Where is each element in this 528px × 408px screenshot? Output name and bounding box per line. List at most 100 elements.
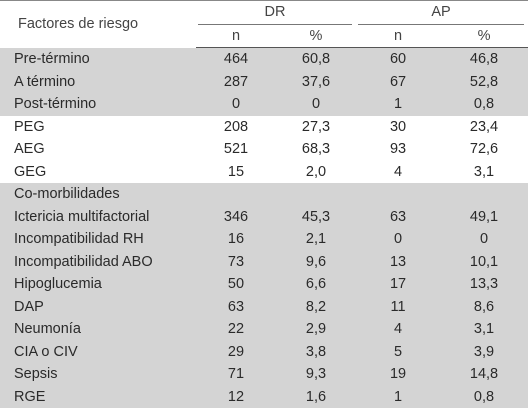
cell-value: 45,3 bbox=[301, 208, 331, 225]
cell-value bbox=[276, 183, 356, 206]
subcolumn-label: n bbox=[196, 25, 276, 48]
table-row: CIA o CIV 29 3,8 5 3,9 bbox=[0, 340, 528, 363]
cell-value: 521 bbox=[223, 141, 249, 158]
cell-value: 1,6 bbox=[305, 388, 327, 405]
cell-value bbox=[356, 183, 440, 206]
row-label: A término bbox=[14, 73, 76, 90]
row-label: RGE bbox=[14, 388, 46, 405]
cell-value: 0 bbox=[311, 96, 321, 113]
table-row: Hipoglucemia 50 6,6 17 13,3 bbox=[0, 273, 528, 296]
row-label: PEG bbox=[14, 118, 45, 135]
cell-value: 16 bbox=[227, 231, 245, 248]
table-row: DAP 63 8,2 11 8,6 bbox=[0, 295, 528, 318]
cell-value bbox=[196, 183, 276, 206]
cell-value: 73 bbox=[227, 253, 245, 270]
table-row: Sepsis 71 9,3 19 14,8 bbox=[0, 363, 528, 386]
table-row: RGE 12 1,6 1 0,8 bbox=[0, 385, 528, 408]
cell-value: 2,9 bbox=[305, 321, 327, 338]
cell-value: 67 bbox=[389, 73, 407, 90]
table-row: Incompatibilidad RH 16 2,1 0 0 bbox=[0, 228, 528, 251]
row-label: Incompatibilidad RH bbox=[14, 231, 144, 248]
cell-value: 12 bbox=[227, 388, 245, 405]
group-header: DR bbox=[196, 0, 357, 25]
cell-value: 2,0 bbox=[305, 163, 327, 180]
cell-value: 8,6 bbox=[473, 298, 495, 315]
table-row: Post-término 0 0 1 0,8 bbox=[0, 93, 528, 116]
cell-value: 63 bbox=[389, 208, 407, 225]
cell-value: 46,8 bbox=[469, 51, 499, 68]
row-label: Co-morbilidades bbox=[14, 186, 120, 203]
cell-value: 346 bbox=[223, 208, 249, 225]
cell-value: 93 bbox=[389, 141, 407, 158]
cell-value: 4 bbox=[393, 321, 403, 338]
row-label: Post-término bbox=[14, 96, 97, 113]
cell-value: 1 bbox=[393, 96, 403, 113]
table-header: Factores de riesgo DR AP n % n % bbox=[0, 0, 528, 48]
table-row: Pre-término 464 60,8 60 46,8 bbox=[0, 47, 528, 71]
subcolumn-label: n bbox=[356, 25, 441, 48]
row-label: AEG bbox=[14, 141, 45, 158]
table-row: Co-morbilidades bbox=[0, 183, 528, 206]
table-row: A término 287 37,6 67 52,8 bbox=[0, 70, 528, 93]
cell-value: 0 bbox=[393, 231, 403, 248]
cell-value: 17 bbox=[389, 276, 407, 293]
row-label: GEG bbox=[14, 163, 47, 180]
cell-value: 63 bbox=[227, 298, 245, 315]
subcolumn-label: % bbox=[440, 25, 528, 48]
cell-value: 208 bbox=[223, 118, 249, 135]
row-label: Incompatibilidad ABO bbox=[14, 253, 153, 270]
cell-value: 60 bbox=[389, 51, 407, 68]
cell-value: 71 bbox=[227, 366, 245, 383]
row-label: Pre-término bbox=[14, 51, 90, 67]
cell-value: 72,6 bbox=[469, 141, 499, 158]
group-label: DR bbox=[198, 1, 353, 25]
table-row: Incompatibilidad ABO 73 9,6 13 10,1 bbox=[0, 250, 528, 273]
group-header: AP bbox=[356, 0, 528, 25]
table-row: GEG 15 2,0 4 3,1 bbox=[0, 161, 528, 184]
cell-value: 52,8 bbox=[469, 73, 499, 90]
cell-value: 464 bbox=[223, 51, 249, 68]
table-row: Ictericia multifactorial 346 45,3 63 49,1 bbox=[0, 205, 528, 228]
header-title: Factores de riesgo bbox=[0, 0, 196, 48]
cell-value: 30 bbox=[389, 118, 407, 135]
cell-value: 0 bbox=[231, 96, 241, 113]
cell-value: 6,6 bbox=[305, 276, 327, 293]
cell-value: 15 bbox=[227, 163, 245, 180]
cell-value: 50 bbox=[227, 276, 245, 293]
cell-value: 3,8 bbox=[305, 343, 327, 360]
cell-value: 0,8 bbox=[473, 96, 495, 113]
cell-value: 22 bbox=[227, 321, 245, 338]
cell-value: 60,8 bbox=[301, 51, 331, 68]
cell-value: 13,3 bbox=[469, 276, 499, 293]
cell-value: 287 bbox=[223, 73, 249, 90]
cell-value: 3,9 bbox=[473, 343, 495, 360]
row-label: Hipoglucemia bbox=[14, 276, 102, 293]
row-label: DAP bbox=[14, 298, 44, 315]
cell-value: 13 bbox=[389, 253, 407, 270]
cell-value: 10,1 bbox=[469, 253, 499, 270]
row-label: CIA o CIV bbox=[14, 343, 78, 360]
cell-value: 4 bbox=[393, 163, 403, 180]
cell-value: 19 bbox=[389, 366, 407, 383]
subcolumn-label: % bbox=[276, 25, 357, 48]
cell-value: 27,3 bbox=[301, 118, 331, 135]
cell-value: 9,6 bbox=[305, 253, 327, 270]
cell-value: 0,8 bbox=[473, 388, 495, 405]
cell-value: 14,8 bbox=[469, 366, 499, 383]
table-body: Pre-término 464 60,8 60 46,8 A término 287 37,6… bbox=[0, 47, 528, 408]
cell-value: 3,1 bbox=[473, 163, 495, 180]
subheader-row: n % n % bbox=[0, 25, 528, 48]
table-row: AEG 521 68,3 93 72,6 bbox=[0, 138, 528, 161]
row-label: Ictericia multifactorial bbox=[14, 208, 150, 225]
cell-value: 5 bbox=[393, 343, 403, 360]
cell-value: 49,1 bbox=[469, 208, 499, 225]
group-label: AP bbox=[358, 1, 525, 25]
cell-value: 2,1 bbox=[305, 231, 327, 248]
table-row: Neumonía 22 2,9 4 3,1 bbox=[0, 318, 528, 341]
cell-value: 23,4 bbox=[469, 118, 499, 135]
cell-value: 37,6 bbox=[301, 73, 331, 90]
cell-value: 8,2 bbox=[305, 298, 327, 315]
header-row: Factores de riesgo DR AP bbox=[0, 0, 528, 48]
